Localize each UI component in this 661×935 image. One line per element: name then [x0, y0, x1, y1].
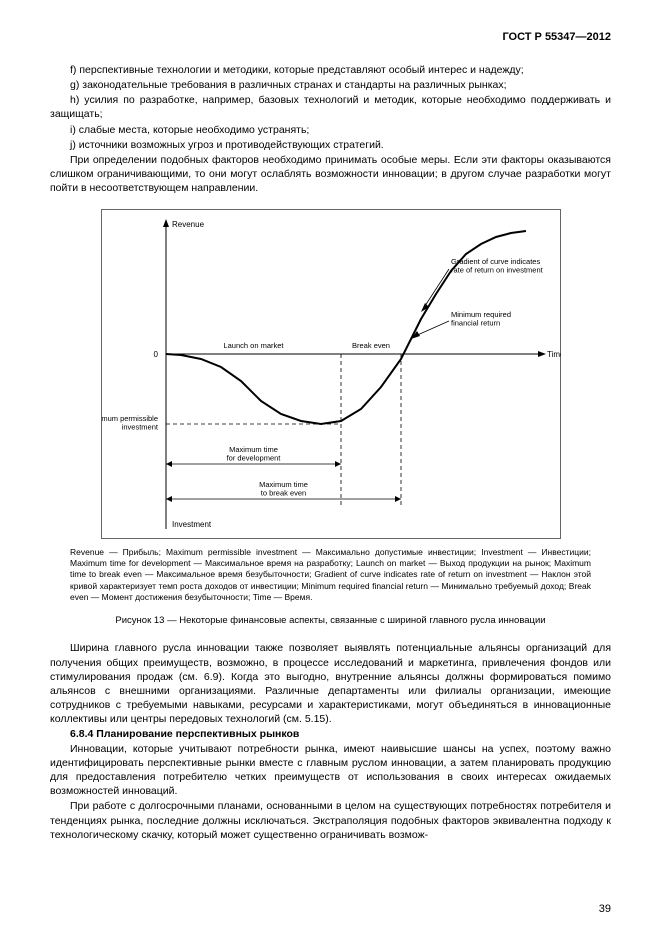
paragraph-3: Инновации, которые учитывают потребности… — [50, 742, 611, 799]
figure-13: 0 Revenue Investment Time Maximum permissibl… — [50, 209, 611, 539]
svg-text:Revenue: Revenue — [172, 220, 205, 229]
svg-text:Minimum requiredfinancial retu: Minimum requiredfinancial return — [451, 310, 511, 327]
figure-13-svg: 0 Revenue Investment Time Maximum permissibl… — [101, 209, 561, 539]
svg-text:Investment: Investment — [172, 520, 212, 529]
section-6-8-4-title: 6.8.4 Планирование перспективных рынков — [50, 727, 611, 741]
svg-text:Gradient of curve indicatesrat: Gradient of curve indicatesrate of retur… — [451, 257, 544, 274]
list-item-i: i) слабые места, которые необходимо устр… — [50, 123, 611, 137]
list-item-f: f) перспективные технологии и методики, … — [50, 63, 611, 77]
page-number: 39 — [599, 902, 611, 917]
figure-title: Рисунок 13 — Некоторые финансовые аспект… — [50, 615, 611, 628]
list-item-j: j) источники возможных угроз и противоде… — [50, 138, 611, 152]
paragraph-4: При работе с долгосрочными планами, осно… — [50, 799, 611, 842]
svg-text:Maximum timeto break even: Maximum timeto break even — [259, 480, 308, 497]
svg-text:0: 0 — [153, 350, 158, 359]
svg-text:Launch on market: Launch on market — [223, 341, 284, 350]
list-item-h: h) усилия по разработке, например, базов… — [50, 93, 611, 121]
figure-legend: Revenue — Прибыль; Maximum permissible i… — [70, 547, 591, 602]
list-item-g: g) законодательные требования в различны… — [50, 78, 611, 92]
document-code: ГОСТ Р 55347—2012 — [50, 30, 611, 45]
paragraph-intro: При определении подобных факторов необхо… — [50, 153, 611, 196]
svg-text:Time: Time — [547, 350, 561, 359]
svg-text:Maximum timefor development: Maximum timefor development — [226, 445, 281, 462]
svg-text:Maximum permissibleinvestment: Maximum permissibleinvestment — [101, 414, 159, 431]
svg-text:Break even: Break even — [352, 341, 390, 350]
paragraph-2: Ширина главного русла инновации также по… — [50, 641, 611, 726]
